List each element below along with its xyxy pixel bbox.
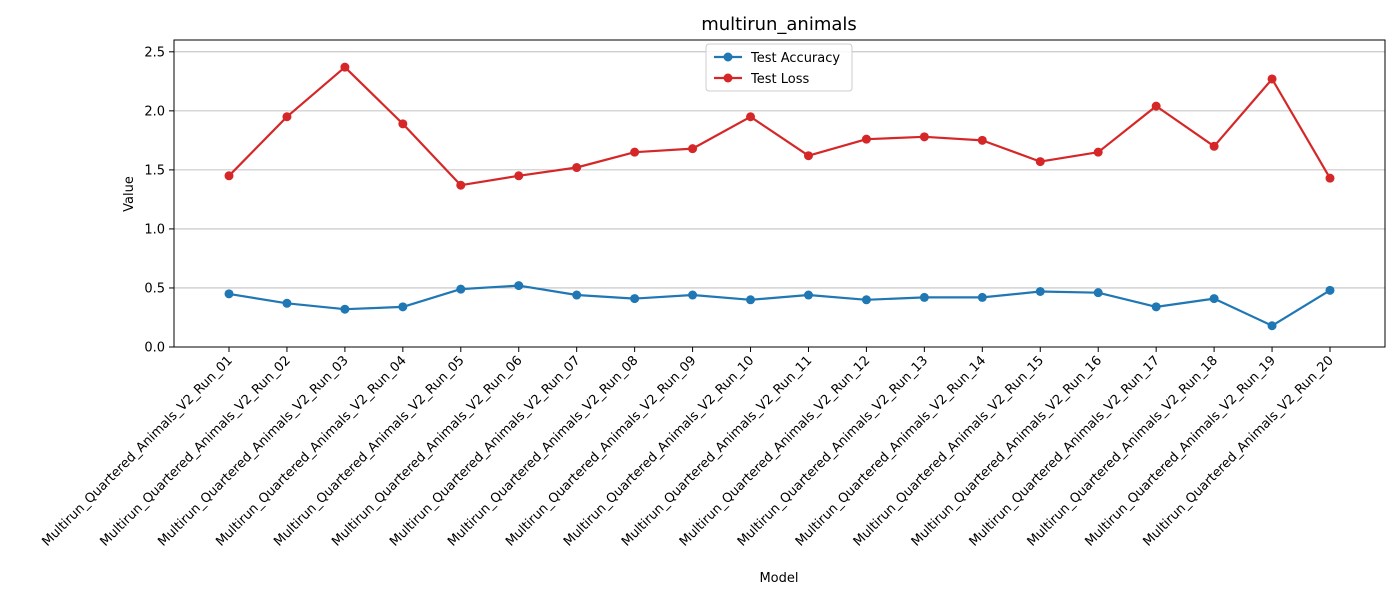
data-point-test-loss (803, 151, 813, 161)
data-point-test-accuracy (803, 290, 813, 300)
series-test-accuracy (224, 281, 1335, 331)
data-point-test-accuracy (861, 295, 871, 305)
legend-box (705, 43, 853, 92)
data-point-test-accuracy (572, 290, 582, 300)
y-tick-label: 1.0 (144, 222, 165, 237)
x-axis: Multirun_Quartered_Animals_V2_Run_01Mult… (39, 347, 1337, 550)
legend-marker-test-accuracy (723, 52, 733, 62)
data-point-test-loss (919, 132, 929, 142)
data-point-test-loss (746, 112, 756, 122)
data-point-test-accuracy (1151, 302, 1161, 312)
data-point-test-accuracy (224, 289, 234, 299)
plot-frame (173, 39, 1386, 348)
data-point-test-accuracy (1035, 287, 1045, 297)
y-tick-label: 0.0 (144, 341, 165, 356)
data-point-test-accuracy (1267, 321, 1277, 331)
data-point-test-loss (1325, 173, 1335, 183)
data-point-test-accuracy (688, 290, 698, 300)
data-point-test-loss (514, 171, 524, 181)
legend-label-test-loss: Test Loss (750, 72, 809, 87)
data-point-test-accuracy (630, 294, 640, 304)
data-point-test-loss (688, 144, 698, 154)
series-line-test-accuracy (228, 284, 1331, 327)
data-point-test-loss (630, 147, 640, 157)
series-line-test-loss (228, 66, 1331, 187)
data-point-test-accuracy (1093, 288, 1103, 298)
data-point-test-loss (1093, 147, 1103, 157)
data-point-test-loss (1035, 157, 1045, 167)
y-axis-label: Value (122, 176, 137, 212)
x-axis-label: Model (759, 571, 798, 586)
data-point-test-accuracy (282, 298, 292, 308)
data-point-test-accuracy (514, 281, 524, 291)
data-point-test-loss (1209, 141, 1219, 151)
data-point-test-loss (977, 135, 987, 145)
data-point-test-accuracy (1325, 285, 1335, 295)
data-point-test-loss (340, 62, 350, 72)
x-tick-label: Multirun_Quartered_Animals_V2_Run_01 (39, 353, 235, 549)
y-tick-label: 1.5 (144, 163, 165, 178)
series-layer (224, 62, 1335, 331)
legend-label-test-accuracy: Test Accuracy (750, 51, 840, 66)
data-point-test-accuracy (977, 292, 987, 302)
data-point-test-loss (572, 163, 582, 173)
y-tick-label: 0.5 (144, 281, 165, 296)
data-point-test-accuracy (340, 304, 350, 314)
data-point-test-loss (861, 134, 871, 144)
series-test-loss (224, 62, 1335, 190)
data-point-test-loss (282, 112, 292, 122)
legend-marker-test-loss (723, 73, 733, 83)
data-point-test-loss (456, 180, 466, 190)
data-point-test-accuracy (746, 295, 756, 305)
y-tick-label: 2.5 (144, 45, 165, 60)
data-point-test-accuracy (456, 284, 466, 294)
legend: Test Accuracy Test Loss (705, 43, 853, 92)
grid-lines (174, 51, 1385, 348)
data-point-test-loss (224, 171, 234, 181)
y-tick-label: 2.0 (144, 104, 165, 119)
data-point-test-accuracy (919, 292, 929, 302)
y-axis: 0.0 0.5 1.0 1.5 2.0 2.5 (144, 45, 174, 356)
data-point-test-loss (398, 119, 408, 129)
chart-title: multirun_animals (701, 14, 857, 35)
data-point-test-accuracy (398, 302, 408, 312)
data-point-test-loss (1151, 101, 1161, 111)
data-point-test-accuracy (1209, 294, 1219, 304)
data-point-test-loss (1267, 74, 1277, 84)
